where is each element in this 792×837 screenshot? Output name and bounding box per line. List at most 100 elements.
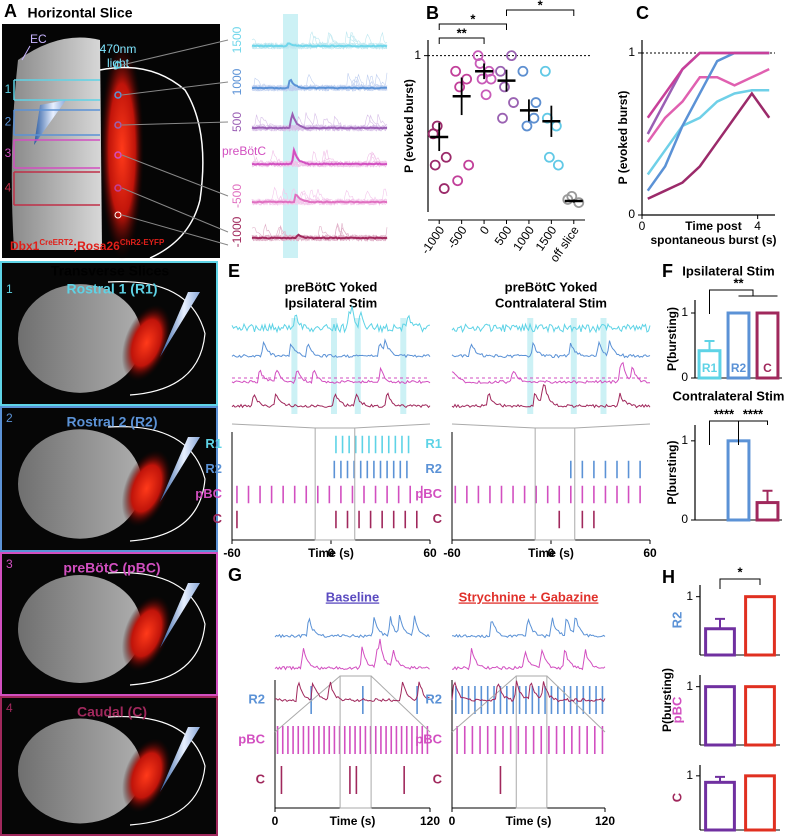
significance-bracket — [438, 23, 507, 30]
row-label: pBC — [238, 731, 265, 746]
panel-letter: B — [426, 3, 439, 23]
x-tick-label: 0 — [548, 546, 555, 560]
trace-label: 500 — [230, 112, 244, 132]
error-bar — [715, 617, 725, 629]
panel-letter: E — [228, 261, 240, 281]
y-tick-label: 1 — [686, 768, 693, 782]
row-label: R2 — [248, 691, 265, 706]
data-point — [495, 65, 506, 77]
tissue — [11, 37, 102, 250]
zoom-box — [515, 675, 548, 809]
data-point — [521, 120, 533, 132]
data-point — [452, 175, 464, 187]
chart-title: preBötC Yoked — [505, 279, 598, 294]
category-label: C — [763, 361, 772, 375]
row-label: C — [256, 771, 266, 786]
row-label: C — [433, 771, 443, 786]
trace-label: -500 — [230, 184, 244, 208]
stim-site — [114, 211, 122, 219]
tissue — [18, 575, 142, 683]
data-point — [440, 151, 452, 163]
data-point — [461, 73, 473, 85]
outline — [107, 425, 206, 542]
error-bar — [762, 489, 773, 503]
slice-name: Rostral 2 (R2) — [66, 414, 157, 430]
stim-window — [331, 318, 337, 414]
trace-label: 1000 — [230, 68, 244, 95]
genotype-part: ChR2-EYFP — [120, 238, 165, 247]
tissue — [18, 429, 142, 539]
data-point — [485, 73, 497, 85]
x-tick-label: 0 — [328, 546, 335, 560]
stim-window — [291, 318, 298, 414]
trace — [451, 648, 606, 671]
region-bracket — [13, 79, 100, 101]
zoom-box — [314, 427, 356, 541]
x-axis-title: Time (s) — [528, 546, 574, 560]
data-point — [450, 65, 462, 77]
bar — [704, 685, 736, 747]
connector — [121, 187, 229, 233]
outline — [107, 715, 206, 826]
region-bracket — [13, 109, 100, 136]
fluorescence — [121, 449, 172, 528]
trace — [251, 78, 388, 90]
trace — [231, 305, 431, 334]
trace — [274, 638, 430, 671]
significance: ** — [457, 25, 468, 40]
chart-title: preBötC Yoked — [285, 279, 378, 294]
line-series — [646, 51, 770, 119]
data-point — [517, 65, 529, 77]
significance-bracket — [438, 37, 485, 44]
line-series — [647, 91, 771, 200]
genotype-part: Dbx1 — [10, 239, 40, 253]
x-tick-label: 0 — [272, 814, 279, 828]
connector — [121, 154, 229, 197]
region-number: 1 — [5, 82, 12, 96]
data-point — [476, 73, 488, 85]
x-tick-label: -500 — [444, 223, 469, 251]
significance-bracket — [738, 420, 768, 445]
line-series — [646, 68, 770, 143]
panel-letter: C — [636, 3, 649, 23]
chart-title: Contralateral Stim — [673, 388, 785, 403]
row-label: pBC — [415, 486, 442, 501]
panel-title: Transverse Slices — [51, 263, 170, 279]
y-tick-label: 0 — [628, 207, 635, 221]
row-label: R2 — [425, 461, 442, 476]
panel-letter: G — [228, 565, 242, 585]
trace — [451, 340, 651, 359]
y-tick-label: 0 — [681, 512, 688, 526]
error-bar — [704, 339, 715, 351]
genotype-part: ;Rosa26 — [73, 239, 120, 253]
zoom-line — [354, 423, 431, 429]
y-tick-label: 1 — [686, 679, 693, 693]
y-axis-title: C — [669, 792, 684, 802]
trace — [451, 680, 606, 703]
significance: * — [538, 0, 544, 12]
y-axis-title: P(bursting) — [660, 668, 674, 732]
chart-title: Ipsilateral Stim — [285, 295, 377, 310]
y-tick-label: 1 — [686, 589, 693, 603]
x-tick-label: 4 — [754, 219, 761, 233]
slice-number: 2 — [6, 411, 13, 425]
light-label: light — [107, 56, 130, 70]
y-tick-label: 1 — [628, 45, 635, 59]
bar — [726, 439, 751, 522]
zoom-line — [546, 675, 606, 733]
x-tick-label: 0 — [639, 219, 646, 233]
y-axis-title: R2 — [669, 612, 684, 629]
data-point — [530, 97, 542, 108]
trace — [251, 146, 388, 166]
y-axis-title: P(bursting) — [665, 307, 679, 371]
data-point — [429, 159, 441, 171]
zoom-box — [339, 675, 372, 809]
pipette — [160, 583, 200, 648]
bar — [726, 311, 751, 380]
y-axis-title: P (evoked burst) — [616, 91, 630, 185]
data-point — [431, 120, 443, 132]
significance: * — [737, 564, 743, 579]
y-axis-title: P(bursting) — [665, 441, 679, 505]
data-point — [528, 112, 540, 124]
error-bar — [715, 775, 725, 783]
